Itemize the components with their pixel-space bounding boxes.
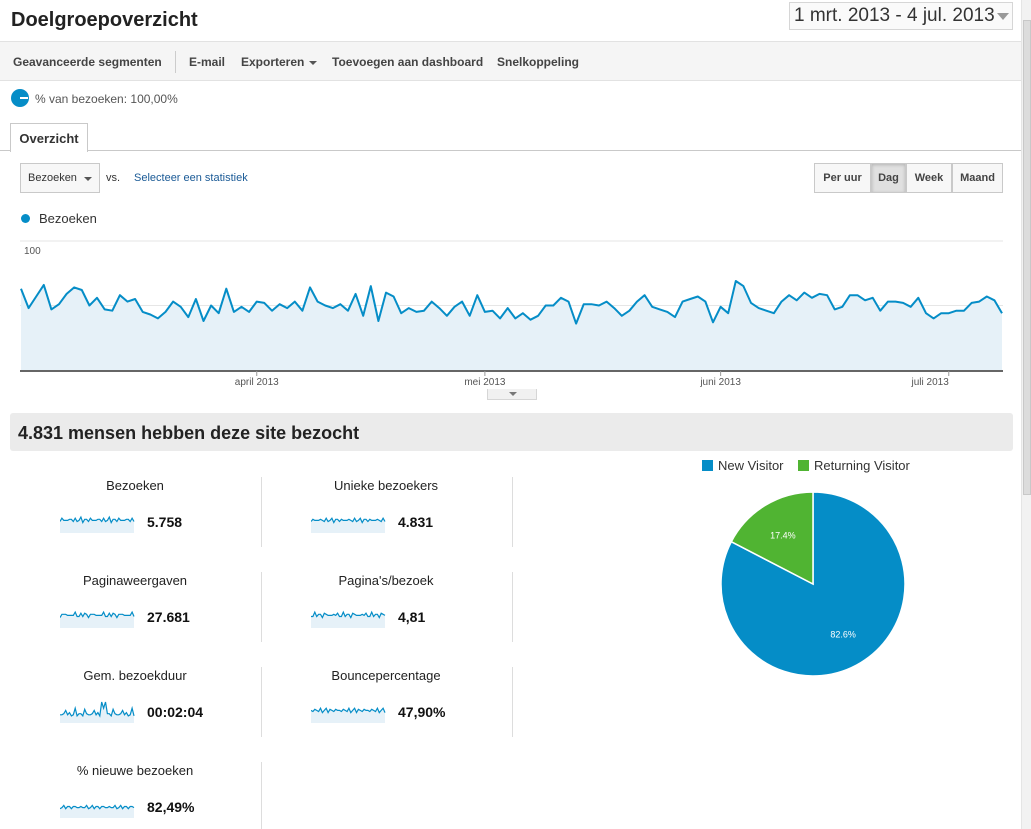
metric-select[interactable]: Bezoeken: [20, 163, 100, 193]
metric-label: Paginaweergaven: [82, 573, 188, 588]
pie-legend-returning[interactable]: Returning Visitor: [798, 458, 910, 473]
metric-sparkline: [60, 610, 135, 628]
x-tick-label: juni 2013: [699, 377, 741, 388]
metric-value: 82,49%: [147, 799, 195, 815]
segment-pie-icon: [11, 89, 29, 107]
legend-swatch: [798, 460, 809, 471]
metric-value: 4,81: [398, 609, 426, 625]
metric-tile[interactable]: Bouncepercentage 47,90%: [261, 668, 511, 758]
tab-bar-line: [0, 150, 1021, 151]
metric-label: % nieuwe bezoeken: [76, 763, 194, 778]
series-legend-label: Bezoeken: [39, 211, 97, 226]
series-legend-dot: [21, 214, 30, 223]
page-title: Doelgroepoverzicht: [11, 9, 198, 31]
caret-down-icon: [84, 177, 92, 181]
granularity-hourly-button[interactable]: Per uur: [814, 163, 871, 193]
metric-divider: [261, 477, 262, 547]
legend-swatch: [702, 460, 713, 471]
x-tick-label: juli 2013: [911, 377, 950, 388]
metric-value: 27.681: [147, 609, 190, 625]
metric-select-label: Bezoeken: [28, 172, 77, 184]
pie-legend-label: Returning Visitor: [814, 458, 910, 473]
sparkline-area: [311, 518, 385, 533]
metric-label: Pagina's/bezoek: [338, 573, 434, 588]
vs-label: vs.: [106, 172, 121, 184]
granularity-week-button[interactable]: Week: [906, 163, 952, 193]
y-tick-label: 100: [24, 246, 41, 257]
tab-overview[interactable]: Overzicht: [10, 123, 88, 152]
metric-sparkline: [60, 701, 135, 723]
summary-title: 4.831 mensen hebben deze site bezocht: [18, 423, 360, 443]
chevron-down-icon[interactable]: [997, 13, 1009, 20]
add-to-dashboard-button[interactable]: Toevoegen aan dashboard: [332, 55, 484, 69]
metric-tile[interactable]: Bezoeken 5.758: [10, 478, 260, 568]
series-line[interactable]: [20, 280, 1003, 325]
sparkline-line: [311, 516, 386, 524]
report-toolbar: Geavanceerde segmenten E-mail Exporteren…: [0, 41, 1021, 81]
shortcut-button[interactable]: Snelkoppeling: [497, 55, 580, 69]
metric-tile[interactable]: Paginaweergaven 27.681: [10, 573, 260, 663]
metric-divider: [261, 762, 262, 829]
metric-label: Bezoeken: [106, 478, 164, 493]
metric-divider: [261, 572, 262, 642]
pie-slice-label: 17.4%: [770, 531, 796, 541]
summary-header: 4.831 mensen hebben deze site bezocht: [10, 413, 1013, 451]
chart-collapse-toggle[interactable]: [487, 389, 537, 400]
pie-slice-label: 82.6%: [830, 630, 856, 640]
advanced-segments-button[interactable]: Geavanceerde segmenten: [13, 55, 162, 69]
x-tick-label: mei 2013: [464, 377, 506, 388]
metric-label: Bouncepercentage: [331, 668, 441, 683]
metric-tile[interactable]: Gem. bezoekduur 00:02:04: [10, 668, 260, 758]
metric-sparkline: [311, 610, 386, 628]
metric-sparkline: [60, 804, 135, 818]
pie-legend-label: New Visitor: [718, 458, 784, 473]
scrollbar-thumb[interactable]: [1023, 20, 1031, 495]
sparkline-line: [311, 706, 386, 714]
granularity-month-button[interactable]: Maand: [952, 163, 1003, 193]
metric-tile[interactable]: Pagina's/bezoek 4,81: [261, 573, 511, 663]
sparkline-line: [311, 610, 386, 619]
metric-value: 00:02:04: [147, 704, 204, 720]
metric-divider: [512, 572, 513, 642]
visitor-type-pie-chart[interactable]: 82.6% 17.4%: [720, 491, 906, 677]
sparkline-line: [60, 610, 135, 619]
sparkline-area: [311, 612, 385, 628]
sparkline-area: [60, 805, 134, 818]
metric-divider: [512, 667, 513, 737]
metric-sparkline: [311, 516, 386, 533]
sparkline-area: [60, 702, 134, 723]
metric-sparkline: [311, 706, 386, 723]
x-tick-label: april 2013: [235, 377, 279, 388]
select-statistic-link[interactable]: Selecteer een statistiek: [134, 172, 248, 184]
date-range-label: 1 mrt. 2013 - 4 jul. 2013: [794, 5, 995, 26]
toolbar-divider: [175, 51, 176, 73]
metric-tile[interactable]: Unieke bezoekers 4.831: [261, 478, 511, 568]
export-menu[interactable]: Exporteren: [241, 55, 318, 69]
metric-value: 5.758: [147, 514, 183, 530]
date-range-picker[interactable]: 1 mrt. 2013 - 4 jul. 2013: [789, 2, 1013, 30]
metric-label: Unieke bezoekers: [333, 478, 439, 493]
metric-divider: [261, 667, 262, 737]
caret-down-icon: [309, 60, 318, 65]
metric-value: 47,90%: [398, 704, 446, 720]
export-label: Exporteren: [241, 55, 305, 69]
metric-tile[interactable]: % nieuwe bezoeken 82,49%: [10, 763, 260, 829]
sparkline-area: [311, 708, 385, 723]
pie-slice[interactable]: [730, 491, 814, 586]
sparkline-line: [60, 701, 135, 718]
granularity-day-button[interactable]: Dag: [871, 163, 906, 193]
metric-value: 4.831: [398, 514, 434, 530]
sparkline-line: [60, 515, 135, 525]
email-button[interactable]: E-mail: [189, 55, 226, 69]
metric-sparkline: [60, 515, 135, 533]
pie-legend-new[interactable]: New Visitor: [702, 458, 784, 473]
page-scrollbar[interactable]: [1021, 0, 1031, 829]
sparkline-line: [60, 804, 135, 810]
series-area: [21, 281, 1002, 370]
segment-label: % van bezoeken: 100,00%: [35, 92, 178, 106]
metric-label: Gem. bezoekduur: [83, 668, 187, 683]
metric-divider: [512, 477, 513, 547]
